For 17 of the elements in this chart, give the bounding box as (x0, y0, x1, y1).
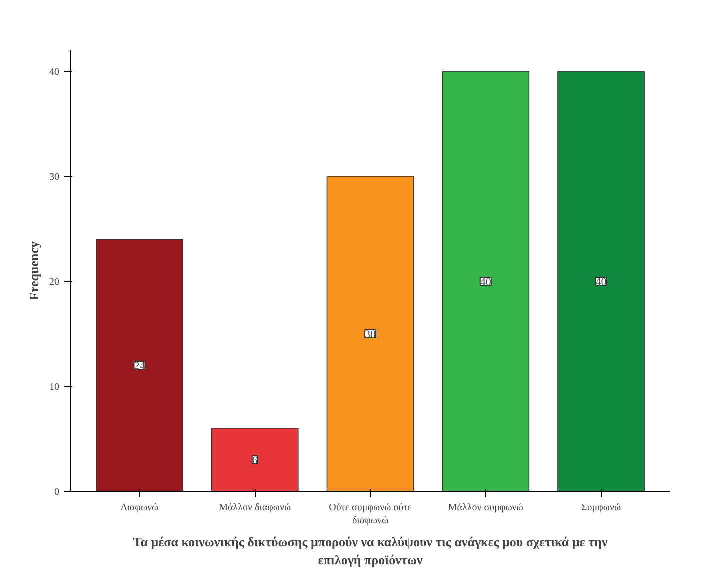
y-tick-label: 20 (50, 277, 60, 288)
x-axis-title: Τα μέσα κοινωνικής δικτύωσης μπορούν να καλύψουν τις ανάγκες μου σχετικά με την επιλογή προϊόντων (133, 534, 608, 568)
x-tick-label: Μάλλον διαφωνώ (219, 502, 292, 514)
y-tick-label: 40 (50, 67, 60, 78)
y-axis-title: Frequency (26, 241, 42, 300)
bar (558, 71, 645, 492)
bar (96, 239, 184, 492)
bar (442, 71, 530, 492)
y-tick-label: 0 (54, 487, 60, 498)
bar (211, 428, 299, 492)
bar (326, 176, 414, 492)
y-tick-label: 30 (50, 172, 60, 183)
x-tick-label: Ούτε συμφωνώ ούτε διαφωνώ (329, 502, 412, 527)
x-tick-label: Μάλλον συμφωνώ (448, 502, 524, 514)
y-tick-label: 10 (50, 382, 60, 393)
x-tick-label: Συμφωνώ (581, 502, 622, 514)
x-tick-label: Διαφωνώ (120, 502, 160, 514)
